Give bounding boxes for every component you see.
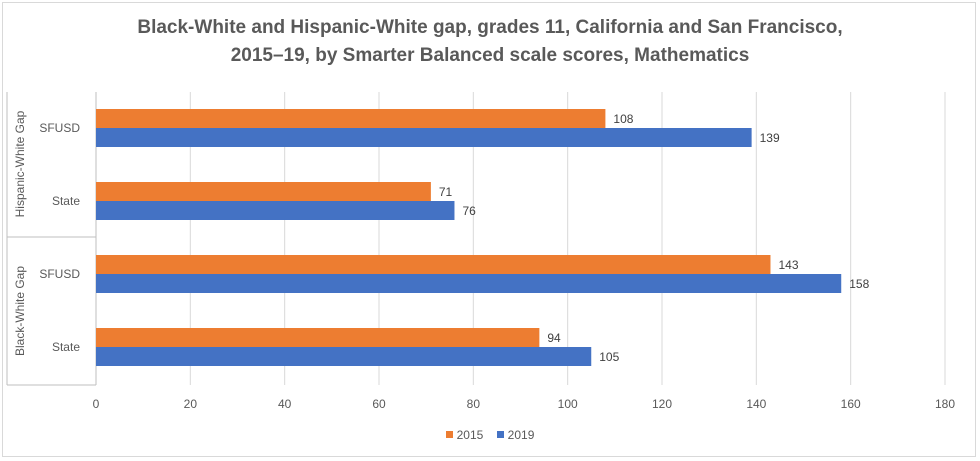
- group-label-hispanic-white-gap: Hispanic-White Gap: [13, 110, 27, 217]
- data-label-2019-sfusd-hispanic: 139: [760, 131, 780, 145]
- category-label-sfusd-hispanic: SFUSD: [39, 121, 80, 135]
- category-label-sfusd-black: SFUSD: [39, 267, 80, 281]
- x-tick-label-60: 60: [372, 397, 386, 411]
- data-label-2015-sfusd-hispanic: 108: [613, 112, 633, 126]
- bar-2015-sfusd-hispanic: [96, 109, 606, 128]
- x-tick-label-180: 180: [935, 397, 955, 411]
- group-label-black-white-gap: Black-White Gap: [13, 266, 27, 356]
- legend-swatch-2019: [496, 431, 504, 438]
- bar-2019-state-black: [96, 347, 592, 366]
- legend-item-2015: 2015: [445, 427, 484, 442]
- x-tick-label-40: 40: [278, 397, 292, 411]
- bar-2015-state-black: [96, 328, 540, 347]
- data-label-2015-sfusd-black: 143: [778, 258, 798, 272]
- chart-title-line-2: 2015–19, by Smarter Balanced scale score…: [230, 45, 750, 66]
- bar-2019-sfusd-black: [96, 274, 842, 293]
- data-label-2019-state-hispanic: 76: [462, 204, 476, 218]
- category-label-state-hispanic: State: [52, 194, 80, 208]
- x-tick-label-140: 140: [746, 397, 766, 411]
- data-label-2015-state-black: 94: [547, 331, 561, 345]
- bar-2019-state-hispanic: [96, 201, 455, 220]
- legend-item-2019: 2019: [496, 427, 535, 442]
- x-tick-label-0: 0: [93, 397, 100, 411]
- legend-swatch-2015: [445, 431, 453, 438]
- data-label-2019-state-black: 105: [599, 350, 619, 364]
- bar-2015-state-hispanic: [96, 182, 431, 201]
- x-tick-label-100: 100: [558, 397, 578, 411]
- x-tick-label-120: 120: [652, 397, 672, 411]
- data-label-2019-sfusd-black: 158: [849, 277, 869, 291]
- legend: 2015 2019: [0, 427, 980, 442]
- legend-label-2019: 2019: [507, 427, 535, 442]
- x-tick-label-160: 160: [841, 397, 861, 411]
- x-tick-label-20: 20: [184, 397, 198, 411]
- data-label-2015-state-hispanic: 71: [439, 185, 453, 199]
- bar-2015-sfusd-black: [96, 255, 771, 274]
- legend-label-2015: 2015: [456, 427, 484, 442]
- bar-2019-sfusd-hispanic: [96, 128, 752, 147]
- x-tick-label-80: 80: [467, 397, 481, 411]
- chart-title: Black-White and Hispanic-White gap, grad…: [0, 14, 980, 70]
- category-label-state-black: State: [52, 340, 80, 354]
- chart-title-line-1: Black-White and Hispanic-White gap, grad…: [137, 17, 843, 38]
